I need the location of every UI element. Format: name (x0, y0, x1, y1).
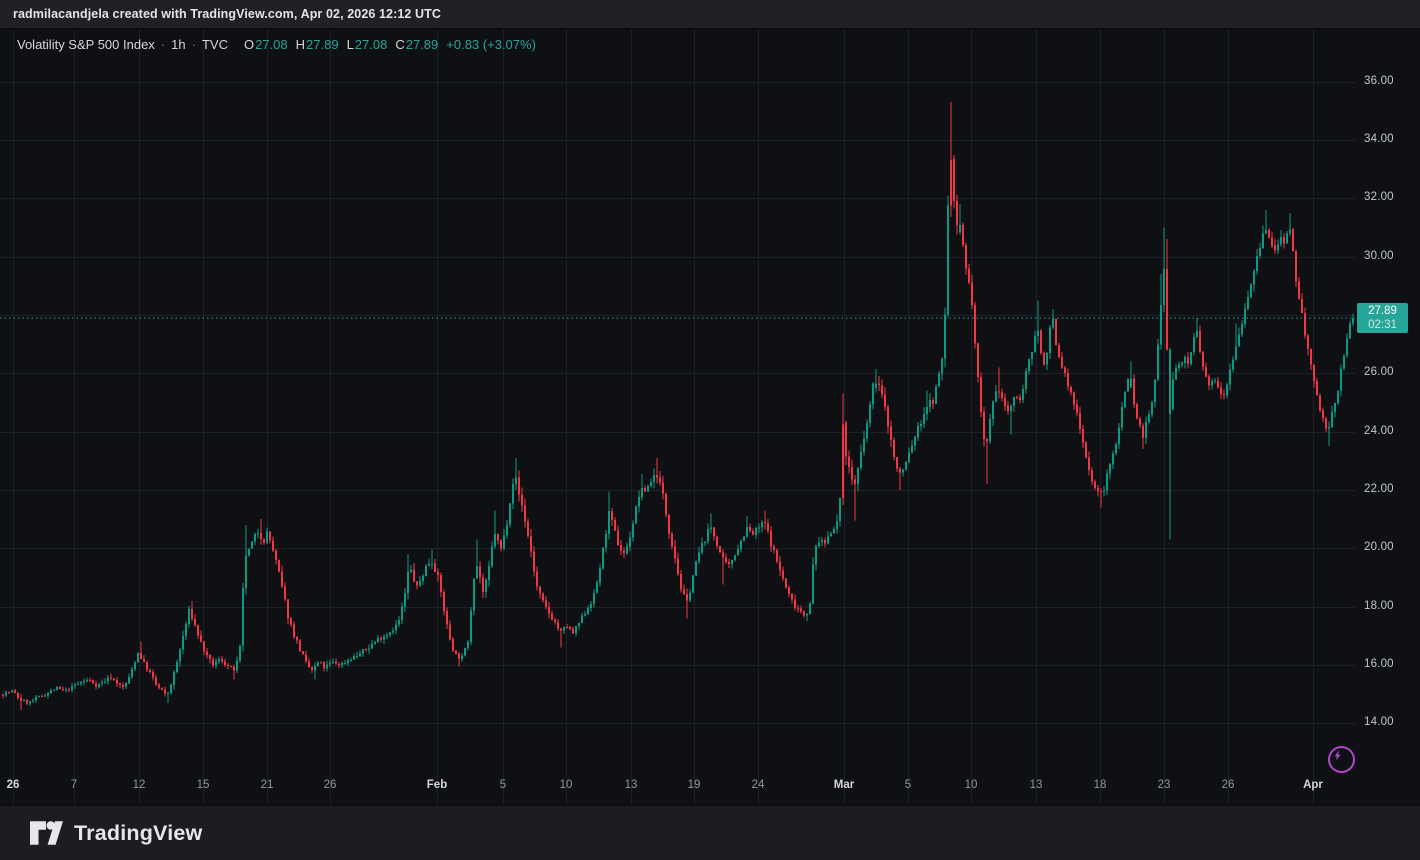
footer-bar: TradingView (0, 805, 1420, 860)
time-tick-label: 15 (196, 779, 210, 791)
low-label: L (346, 37, 354, 52)
low-value: 27.08 (354, 37, 388, 52)
countdown-timer: 02:31 (1368, 319, 1397, 332)
close-label: C (395, 37, 405, 52)
time-tick-label: 19 (687, 779, 701, 791)
price-tick-label: 26.00 (1364, 366, 1394, 379)
exchange-label: TVC (201, 37, 228, 52)
lightning-icon (1334, 750, 1341, 761)
time-tick-label: 26 (6, 779, 20, 791)
time-tick-label: 10 (964, 779, 978, 791)
time-tick-label: 26 (323, 779, 337, 791)
time-axis[interactable]: 26 7 12 15 21 26 Feb 5 10 13 19 24 Mar 5 10 13 18 23 26 Apr (0, 29, 1355, 805)
time-tick-label: Mar (833, 779, 855, 791)
high-value: 27.89 (306, 37, 339, 52)
tradingview-logo[interactable] (30, 820, 63, 846)
interval-label: 1h (171, 37, 186, 52)
time-tick-label: 13 (1029, 779, 1043, 791)
price-tick-label: 30.00 (1364, 249, 1394, 262)
time-tick-label: 10 (559, 779, 573, 791)
time-tick-label: 12 (132, 779, 146, 791)
last-price-value: 27.89 (1368, 305, 1397, 318)
price-tick-label: 22.00 (1364, 482, 1394, 495)
symbol-name: Volatility S&P 500 Index (17, 37, 155, 52)
attribution-bar: radmilacandjela created with TradingView… (0, 0, 1420, 29)
change-value: +0.83 (+3.07%) (446, 37, 536, 52)
open-label: O (243, 37, 255, 52)
close-value: 27.89 (405, 37, 439, 52)
legend-separator: · (160, 37, 166, 52)
time-tick-label: 5 (499, 779, 507, 791)
price-tick-label: 32.00 (1364, 191, 1394, 204)
time-tick-label: 24 (751, 779, 765, 791)
time-tick-label: Apr (1303, 779, 1323, 791)
last-price-badge: 27.89 02:31 (1357, 303, 1408, 334)
time-tick-label: 13 (624, 779, 638, 791)
high-label: H (295, 37, 306, 52)
price-tick-label: 24.00 (1364, 424, 1394, 437)
legend-separator: · (191, 37, 196, 52)
boost-button[interactable] (1328, 746, 1355, 773)
price-tick-label: 20.00 (1364, 541, 1394, 554)
price-tick-label: 14.00 (1364, 716, 1394, 729)
time-tick-label: 21 (260, 779, 274, 791)
time-tick-label: 5 (904, 779, 912, 791)
time-tick-label: 26 (1221, 779, 1235, 791)
tradingview-wordmark[interactable]: TradingView (74, 820, 203, 845)
time-tick-label: 23 (1157, 779, 1171, 791)
ohlc-values: O 27.08 H 27.89 L 27.08 C 27.89 (244, 37, 438, 52)
price-tick-label: 16.00 (1364, 657, 1394, 670)
open-value: 27.08 (255, 37, 288, 52)
time-tick-label: Feb (426, 779, 448, 791)
price-axis[interactable]: 36.0034.0032.0030.0028.0026.0024.0022.00… (1355, 29, 1420, 805)
attribution-text: radmilacandjela created with TradingView… (13, 7, 442, 21)
price-tick-label: 36.00 (1364, 74, 1394, 87)
symbol-legend: Volatility S&P 500 Index · 1h · TVC O 27.… (17, 37, 536, 52)
time-tick-label: 18 (1093, 779, 1107, 791)
price-tick-label: 34.00 (1364, 132, 1394, 145)
chart-area[interactable]: Volatility S&P 500 Index · 1h · TVC O 27.… (0, 29, 1420, 805)
price-tick-label: 18.00 (1364, 599, 1394, 612)
time-tick-label: 7 (70, 779, 78, 791)
candlestick-chart[interactable] (0, 29, 1420, 805)
